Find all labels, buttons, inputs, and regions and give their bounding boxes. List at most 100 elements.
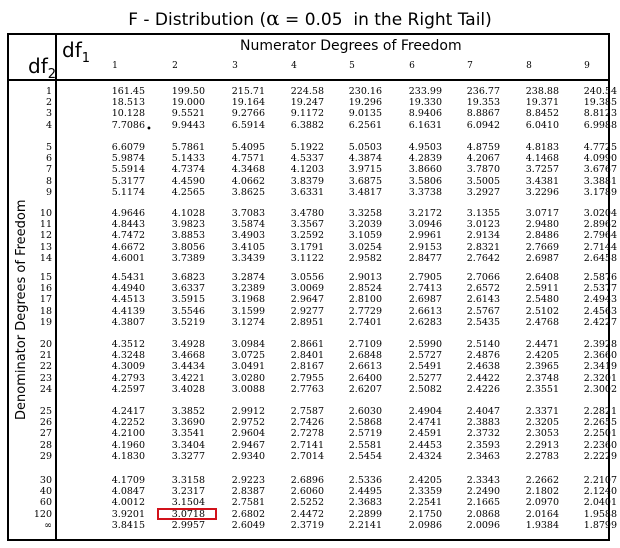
df2-label: df2 [28, 54, 57, 82]
table-cell: 4.3248 [111, 350, 145, 362]
table-cell: 4.0847 [111, 486, 145, 498]
table-cell: 5.3177 [111, 175, 145, 187]
table-cell: 2.4768 [525, 316, 559, 328]
table-cell: 2.7955 [290, 372, 324, 384]
df1-label: df1 [62, 38, 91, 66]
table-cell: 2.7587 [290, 406, 324, 417]
row-label-28: 28 [39, 439, 52, 451]
table-cell: 2.6049 [231, 519, 265, 531]
table-cell: 2.2229 [583, 450, 617, 462]
title-prefix: F - Distribution ( [128, 10, 267, 30]
table-cell: 2.7278 [290, 428, 324, 440]
table-cell: 236.77 [466, 86, 500, 97]
table-cell: 3.8415 [111, 519, 145, 531]
table-cell: 2.8524 [348, 283, 382, 295]
table-cell: 19.330 [408, 97, 442, 109]
table-cell: 2.5876 [583, 272, 617, 283]
table-cell: 2.2501 [583, 428, 617, 440]
table-cell: 4.7571 [231, 153, 265, 165]
row-label-7: 7 [45, 164, 52, 176]
table-cell: 2.6060 [290, 486, 324, 498]
table-cell: 4.1830 [111, 450, 145, 462]
row-label-120: 120 [33, 508, 52, 520]
table-cell: 2.8661 [290, 339, 324, 350]
table-cell: 4.2565 [171, 186, 205, 198]
table-cell: 3.2874 [231, 272, 265, 283]
table-cell: 8.8867 [466, 108, 500, 120]
table-cell: 2.9013 [348, 272, 382, 283]
table-cell: 6.1631 [408, 119, 442, 131]
table-cell: 3.6823 [171, 272, 205, 283]
table-cell: 2.3593 [466, 439, 500, 451]
table-cell: 2.2360 [583, 439, 617, 451]
table-cell: 2.2913 [525, 439, 559, 451]
table-cell: 2.6802 [231, 508, 265, 520]
table-cell: 2.3053 [525, 428, 559, 440]
table-cell: 2.6896 [290, 475, 324, 486]
table-cell: 4.1028 [171, 208, 205, 219]
table-cell: 2.4453 [408, 439, 442, 451]
table-cell: 3.1122 [290, 252, 324, 264]
table-cell: 19.296 [348, 97, 382, 109]
table-cell: 3.8056 [171, 241, 205, 253]
table-cell: 3.6331 [290, 186, 324, 198]
table-cell: 2.7014 [290, 450, 324, 462]
table-cell: 2.3002 [583, 383, 617, 395]
table-cell: 3.7389 [171, 252, 205, 264]
table-cell: 3.0556 [290, 272, 324, 283]
row-label-26: 26 [39, 417, 52, 429]
table-cell: 3.4381 [525, 175, 559, 187]
table-cell: 4.0012 [111, 497, 145, 509]
table-cell: 2.5377 [583, 283, 617, 295]
table-cell: 2.3748 [525, 372, 559, 384]
table-cell: 2.4638 [466, 361, 500, 373]
row-label-13: 13 [39, 241, 52, 253]
table-cell: 2.4563 [583, 305, 617, 317]
table-cell: 2.7144 [583, 241, 617, 253]
row-label-11: 11 [39, 219, 52, 231]
table-cell: 3.7257 [525, 164, 559, 176]
table-cell: 199.50 [171, 86, 205, 97]
table-cell: 2.4205 [408, 475, 442, 486]
table-cell: 2.5727 [408, 350, 442, 362]
page-title: F - Distribution (α = 0.05 in the Right … [0, 6, 620, 30]
row-label-22: 22 [39, 361, 52, 373]
table-cell: 3.6875 [348, 175, 382, 187]
row-label-12: 12 [39, 230, 52, 242]
table-cell: 3.7870 [466, 164, 500, 176]
table-cell: 3.1968 [231, 294, 265, 306]
table-cell: 6.6079 [111, 142, 145, 153]
table-cell: 2.8401 [290, 350, 324, 362]
table-cell: 2.0096 [466, 519, 500, 531]
table-cell: 2.9957 [171, 519, 205, 531]
table-cell: 233.99 [408, 86, 442, 97]
table-cell: 2.8486 [525, 230, 559, 242]
table-cell: 8.9406 [408, 108, 442, 120]
table-cell: 230.16 [348, 86, 382, 97]
table-cell: 4.4513 [111, 294, 145, 306]
table-cell: 4.4590 [171, 175, 205, 187]
table-cell: 3.5874 [231, 219, 265, 231]
table-cell: 2.9277 [290, 305, 324, 317]
table-cell: 5.0503 [348, 142, 382, 153]
table-cell: 2.4741 [408, 417, 442, 429]
table-cell: 2.5990 [408, 339, 442, 350]
row-label-1: 1 [45, 86, 52, 97]
title-suffix: = 0.05 in the Right Tail) [279, 10, 492, 30]
row-label-5: 5 [45, 142, 52, 153]
table-cell: 3.1059 [348, 230, 382, 242]
table-cell: 3.2296 [525, 186, 559, 198]
table-cell: 10.128 [111, 108, 145, 120]
table-cell: 2.0986 [408, 519, 442, 531]
table-cell: 2.7905 [408, 272, 442, 283]
table-cell: 2.9467 [231, 439, 265, 451]
row-label-60: 60 [39, 497, 52, 509]
table-cell: 2.7581 [231, 497, 265, 509]
table-cell: 3.0718 [171, 508, 205, 520]
table-cell: 3.8853 [171, 230, 205, 242]
table-cell: 1.9384 [525, 519, 559, 531]
highlighted-cell-box [157, 507, 217, 520]
table-cell: 2.4943 [583, 294, 617, 306]
table-cell: 3.8660 [408, 164, 442, 176]
row-label-6: 6 [45, 153, 52, 165]
